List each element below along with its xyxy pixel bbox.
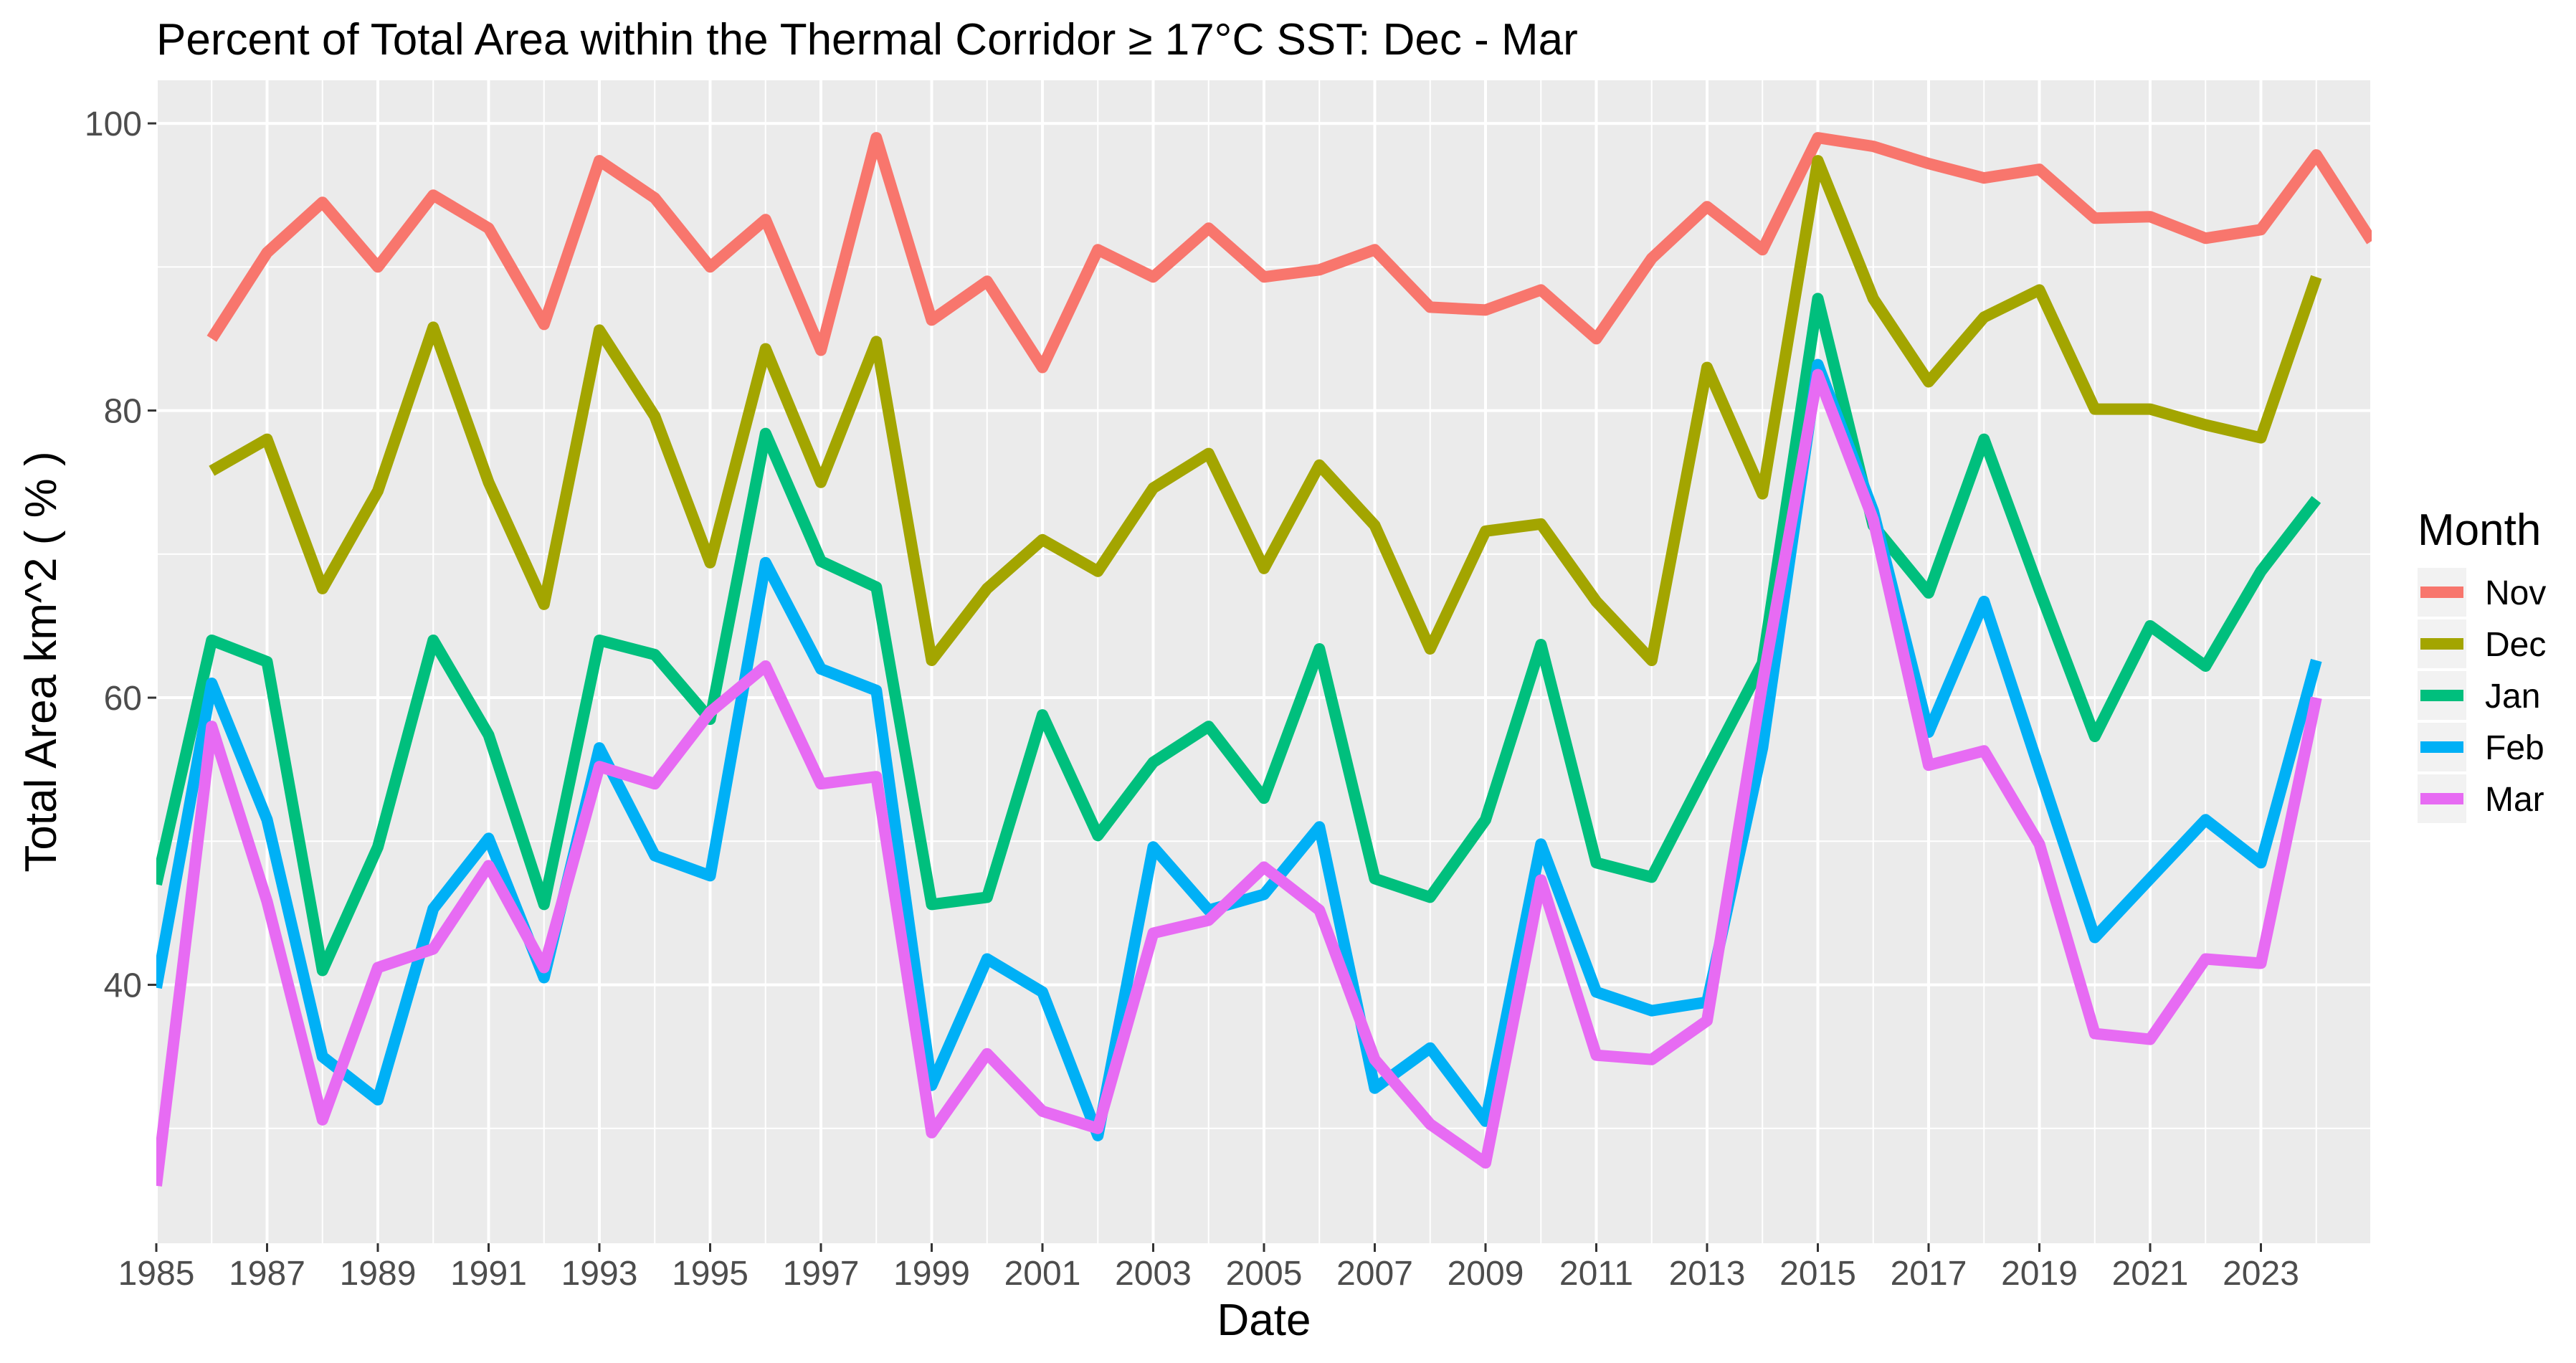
- y-tick-label: 40: [104, 967, 142, 1005]
- x-tick-label: 2011: [1559, 1255, 1633, 1293]
- x-tick-label: 1989: [340, 1255, 417, 1293]
- x-tick-label: 1985: [118, 1255, 195, 1293]
- x-tick-label: 2019: [2001, 1255, 2078, 1293]
- x-tick-label: 2013: [1669, 1255, 1746, 1293]
- x-axis-title: Date: [1217, 1296, 1311, 1345]
- legend-title: Month: [2418, 505, 2541, 555]
- series-line-mar: [156, 369, 2322, 1187]
- x-tick-label: 1999: [893, 1255, 970, 1293]
- y-axis-ticks: 40 60 80 100: [85, 105, 156, 1005]
- legend-label-dec: Dec: [2485, 626, 2546, 664]
- legend-label-nov: Nov: [2485, 574, 2546, 612]
- legend: Month Nov Dec Jan Feb Mar: [2418, 505, 2546, 823]
- legend-label-jan: Jan: [2485, 678, 2540, 716]
- x-tick-label: 2009: [1448, 1255, 1524, 1293]
- legend-label-mar: Mar: [2485, 781, 2544, 819]
- series-line-jan: [156, 293, 2321, 977]
- chart-title: Percent of Total Area within the Thermal…: [156, 15, 1578, 65]
- x-axis-ticks: 1985 1987 1989 1991 1993 1995 1997 1999 2001 2003…: [118, 1243, 2299, 1293]
- x-tick-label: 1997: [783, 1255, 860, 1293]
- x-tick-label: 1995: [672, 1255, 748, 1293]
- y-tick-label: 100: [85, 105, 142, 143]
- x-tick-label: 2003: [1115, 1255, 1192, 1293]
- series-line-nov: [206, 132, 2372, 374]
- x-tick-label: 2017: [1891, 1255, 1967, 1293]
- x-tick-label: 2007: [1336, 1255, 1413, 1293]
- x-tick-label: 1987: [229, 1255, 305, 1293]
- x-tick-label: 2005: [1226, 1255, 1303, 1293]
- y-axis-title: Total Area km^2 ( % ): [16, 451, 66, 872]
- x-tick-label: 2021: [2112, 1255, 2189, 1293]
- series-lines: [156, 132, 2372, 1187]
- major-gridlines: [155, 80, 2373, 1243]
- series-line-dec: [209, 155, 2322, 666]
- x-tick-label: 1993: [561, 1255, 638, 1293]
- legend-items: Nov Dec Jan Feb Mar: [2418, 568, 2546, 823]
- y-tick-label: 80: [104, 393, 142, 431]
- legend-label-feb: Feb: [2485, 729, 2544, 767]
- y-tick-label: 60: [104, 680, 142, 718]
- x-tick-label: 2015: [1779, 1255, 1856, 1293]
- x-tick-label: 1991: [450, 1255, 527, 1293]
- x-tick-label: 2023: [2223, 1255, 2299, 1293]
- x-tick-label: 2001: [1004, 1255, 1081, 1293]
